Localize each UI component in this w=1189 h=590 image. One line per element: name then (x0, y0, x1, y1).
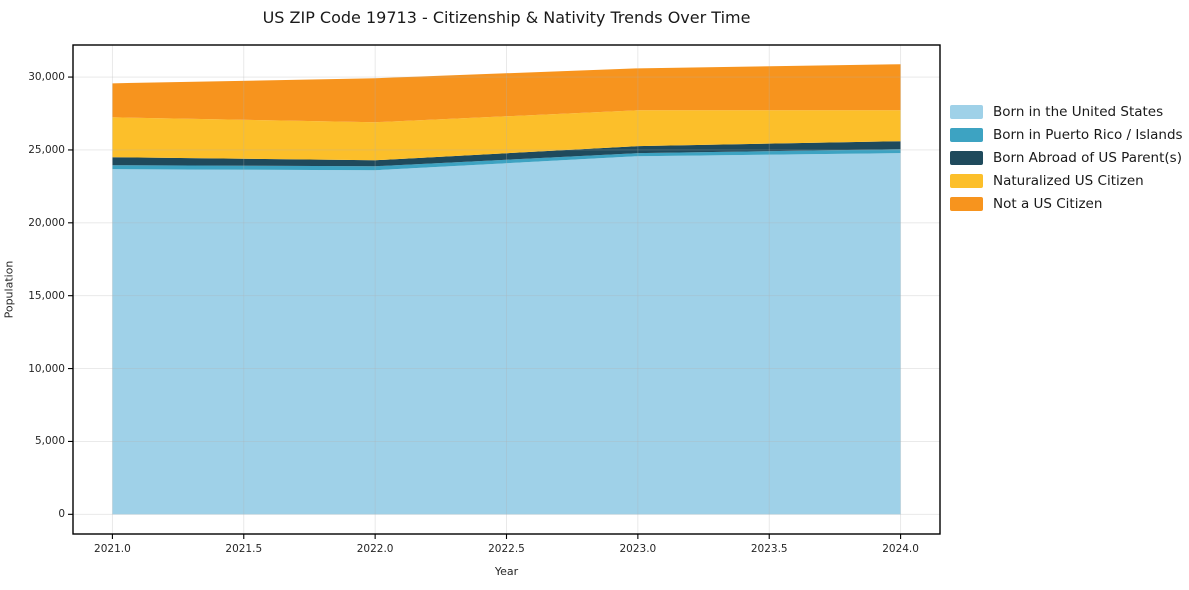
legend-label: Born in Puerto Rico / Islands (993, 126, 1183, 143)
legend-swatch (950, 173, 983, 188)
y-tick-label: 25,000 (28, 143, 65, 156)
area-not-a-us-citizen (112, 64, 901, 123)
legend-swatch (950, 196, 983, 211)
legend-swatch (950, 127, 983, 142)
y-tick-label: 5,000 (34, 435, 65, 448)
legend-swatch (950, 104, 983, 119)
x-tick-label: 2023.0 (619, 543, 657, 555)
plot-border (72, 44, 941, 535)
x-tick-label: 2022.0 (356, 543, 394, 555)
legend-item-not-a-us-citizen: Not a US Citizen (950, 192, 1183, 215)
legend-swatch (950, 150, 983, 165)
x-tick-label: 2023.5 (750, 543, 788, 555)
area-born-abroad-of-us-parent-s (112, 141, 901, 167)
x-axis-title: Year (494, 565, 519, 578)
y-tick-label: 30,000 (28, 71, 65, 84)
y-axis-title: Population (2, 260, 16, 319)
legend-label: Naturalized US Citizen (993, 172, 1144, 189)
area-born-in-puerto-rico-islands (112, 149, 901, 171)
legend-label: Not a US Citizen (993, 195, 1103, 212)
legend-label: Born in the United States (993, 103, 1164, 120)
x-tick-label: 2021.0 (94, 543, 131, 555)
legend-item-born-in-the-united-states: Born in the United States (950, 100, 1183, 123)
y-tick-label: 15,000 (28, 289, 65, 302)
y-tick-label: 20,000 (28, 216, 65, 229)
legend-item-naturalized-us-citizen: Naturalized US Citizen (950, 169, 1183, 192)
area-naturalized-us-citizen (112, 110, 901, 161)
legend-label: Born Abroad of US Parent(s) (993, 149, 1182, 166)
y-tick-label: 10,000 (28, 362, 65, 375)
x-tick-label: 2022.5 (488, 543, 525, 555)
gridlines (73, 45, 940, 534)
x-tick-label: 2021.5 (225, 543, 263, 555)
area-born-in-the-united-states (112, 153, 901, 515)
axis-ticks (68, 76, 902, 539)
x-tick-label: 2024.0 (882, 543, 919, 555)
legend: Born in the United States Born in Puerto … (950, 100, 1183, 215)
chart-title: US ZIP Code 19713 - Citizenship & Nativi… (262, 8, 751, 27)
stacked-areas (112, 64, 901, 515)
legend-item-born-in-puerto-rico-islands: Born in Puerto Rico / Islands (950, 123, 1183, 146)
y-tick-label: 0 (58, 508, 65, 521)
legend-item-born-abroad-of-us-parent-s: Born Abroad of US Parent(s) (950, 146, 1183, 169)
